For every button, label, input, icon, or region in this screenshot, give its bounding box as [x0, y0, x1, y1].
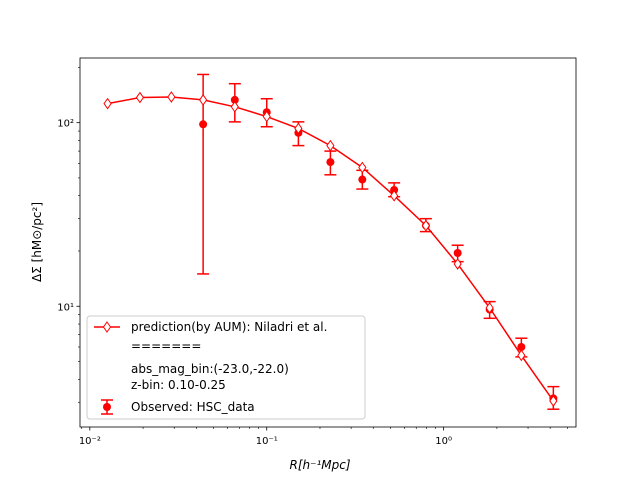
legend-label: Observed: HSC_data — [131, 400, 255, 414]
observed-point — [326, 158, 335, 167]
observed-point — [230, 95, 239, 104]
legend: prediction(by AUM): Niladri et al. ======… — [86, 315, 366, 420]
legend-label: abs_mag_bin:(-23.0,-22.0) — [131, 362, 289, 376]
prediction-point — [199, 94, 208, 106]
prediction-point — [421, 219, 431, 232]
x-tick-label: 10⁻² — [79, 436, 101, 447]
legend-diamond-handle — [102, 321, 112, 333]
prediction-point — [453, 258, 462, 270]
prediction-point — [103, 97, 112, 110]
observed-point — [199, 120, 208, 129]
prediction-point — [485, 302, 494, 314]
legend-box — [86, 315, 366, 420]
prediction-point — [294, 122, 303, 135]
axis-ticks: 10⁻² 10⁻¹ 10⁰ 10¹ 10² — [57, 67, 568, 447]
prediction-point — [326, 139, 335, 152]
prediction-point — [167, 91, 176, 103]
axes-frame — [79, 57, 577, 428]
prediction-point — [262, 110, 271, 123]
observed-point — [517, 342, 526, 351]
legend-point-handle — [103, 403, 111, 411]
y-tick-label: 10² — [57, 119, 74, 130]
observed-point — [453, 249, 462, 258]
legend-label: ======= — [131, 339, 201, 353]
x-axis-label: R[h⁻¹Mpc] — [289, 458, 350, 472]
legend-label: z-bin: 0.10-0.25 — [131, 378, 226, 392]
x-tick-label: 10⁰ — [435, 436, 452, 447]
plot-area — [103, 73, 560, 410]
prediction-point — [135, 91, 145, 104]
y-axis-label: ΔΣ [hM⊙/pc²] — [30, 202, 44, 282]
legend-label: prediction(by AUM): Niladri et al. — [131, 320, 327, 334]
y-tick-label: 10¹ — [57, 302, 74, 313]
x-tick-label: 10⁻¹ — [256, 436, 278, 447]
observed-point — [358, 175, 367, 184]
prediction-point — [230, 100, 239, 113]
prediction-point — [358, 161, 367, 174]
prediction-point — [390, 189, 399, 202]
prediction-point — [549, 395, 558, 407]
prediction-point — [517, 349, 526, 362]
